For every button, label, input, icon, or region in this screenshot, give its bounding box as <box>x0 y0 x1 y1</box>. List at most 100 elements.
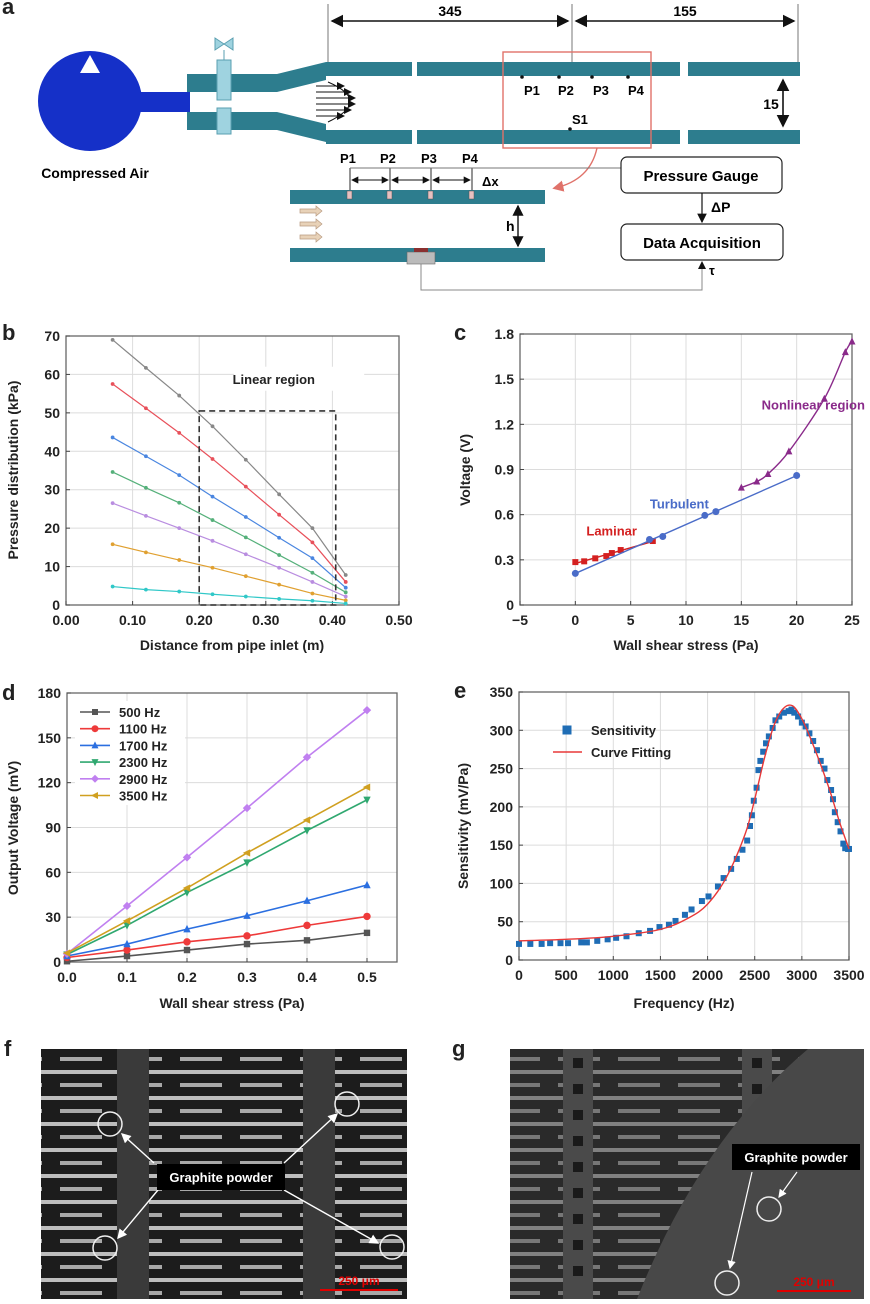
series-line <box>112 383 347 583</box>
x-tick-label: −5 <box>512 612 528 628</box>
panel-letter-f: f <box>4 1036 12 1061</box>
data-point <box>310 598 315 603</box>
y-tick-label: 200 <box>490 799 514 815</box>
data-point <box>123 939 131 948</box>
electrode-spine-left <box>117 1049 149 1299</box>
data-point <box>177 589 182 594</box>
data-point <box>572 559 579 566</box>
data-point <box>739 846 746 853</box>
zoom-arrow <box>552 147 598 192</box>
x-tick-label: 2500 <box>739 967 770 983</box>
data-point <box>748 812 755 819</box>
data-point <box>516 940 522 947</box>
data-point <box>302 753 312 762</box>
y-tick-label: 60 <box>45 864 61 880</box>
data-point <box>571 569 579 577</box>
pressure-gauge-label: Pressure Gauge <box>643 168 758 185</box>
delta-x-label: Δx <box>482 174 499 189</box>
y-tick-label: 50 <box>497 914 513 930</box>
y-tick-label: 50 <box>44 405 60 421</box>
data-point <box>785 447 793 455</box>
highlight-circle <box>97 1111 123 1137</box>
legend-label: 3500 Hz <box>119 789 168 804</box>
data-point <box>243 911 251 919</box>
valve-body[interactable] <box>216 59 232 101</box>
compressed-air-label: Compressed Air <box>41 165 149 181</box>
data-point <box>277 565 282 570</box>
series-line <box>66 915 368 959</box>
port-p3-label: P3 <box>593 83 609 98</box>
port-p4-label: P4 <box>628 83 645 98</box>
x-tick-label: 0.20 <box>186 612 213 628</box>
data-point <box>243 457 248 462</box>
data-point <box>210 538 215 543</box>
data-point <box>780 709 787 716</box>
data-point <box>110 501 115 506</box>
x-tick-label: 0.30 <box>252 612 279 628</box>
data-point <box>753 477 761 485</box>
legend-label: 1700 Hz <box>119 738 168 753</box>
valve-body-lower <box>216 107 232 135</box>
data-point <box>733 855 740 862</box>
data-point <box>617 547 624 554</box>
y-axis-label: Output Voltage (mV) <box>5 761 21 895</box>
data-point <box>243 594 248 599</box>
data-point <box>363 796 371 805</box>
data-point <box>277 553 282 557</box>
highlight-circle <box>756 1196 782 1222</box>
data-point <box>144 550 148 555</box>
legend-label: 2300 Hz <box>119 755 168 770</box>
data-point <box>837 828 844 835</box>
data-point <box>720 875 727 882</box>
data-point <box>623 933 630 940</box>
x-tick-label: 0.1 <box>117 969 137 985</box>
dimension-15: 15 <box>763 96 779 112</box>
data-point <box>581 558 588 565</box>
data-point <box>210 518 215 522</box>
data-point <box>547 940 554 947</box>
y-tick-label: 30 <box>45 909 61 925</box>
data-point <box>343 573 348 577</box>
data-point <box>243 859 251 867</box>
highlight-circle <box>334 1091 360 1117</box>
panel-letter-c: c <box>454 320 467 345</box>
y-tick-label: 1.5 <box>495 371 515 387</box>
data-point <box>210 494 215 499</box>
x-tick-label: 20 <box>789 612 805 628</box>
data-point <box>764 470 772 478</box>
plot-frame <box>518 691 850 961</box>
data-point <box>747 823 753 829</box>
port-p2-label: P2 <box>558 83 574 98</box>
highlight-circle <box>379 1234 405 1260</box>
data-point <box>824 777 831 784</box>
panel-letter-d: d <box>2 680 16 705</box>
data-point <box>343 594 348 599</box>
fit-curve <box>518 704 850 942</box>
x-axis-label: Frequency (Hz) <box>633 995 734 1011</box>
data-point <box>210 424 215 429</box>
compressed-air-tank <box>38 51 142 151</box>
data-point <box>793 472 801 480</box>
fit-line <box>575 474 797 575</box>
data-point <box>123 952 131 960</box>
x-tick-label: 0.4 <box>297 969 317 985</box>
series-label: Laminar <box>586 524 637 539</box>
height-h-label: h <box>506 218 515 234</box>
valve-icon[interactable] <box>214 37 234 51</box>
data-point <box>177 393 182 398</box>
data-point <box>795 713 802 720</box>
data-point <box>821 765 828 772</box>
data-point <box>277 535 282 540</box>
data-point <box>681 911 688 918</box>
graphite-coated-region <box>637 1049 864 1299</box>
data-point <box>810 738 817 745</box>
data-point <box>310 591 315 596</box>
data-point <box>210 457 215 461</box>
delta-p-label: ΔP <box>711 199 730 215</box>
flow-arrows <box>299 205 323 243</box>
data-point <box>737 483 745 491</box>
y-tick-label: 70 <box>44 328 60 344</box>
legend-background <box>75 701 185 805</box>
data-point <box>243 940 251 948</box>
